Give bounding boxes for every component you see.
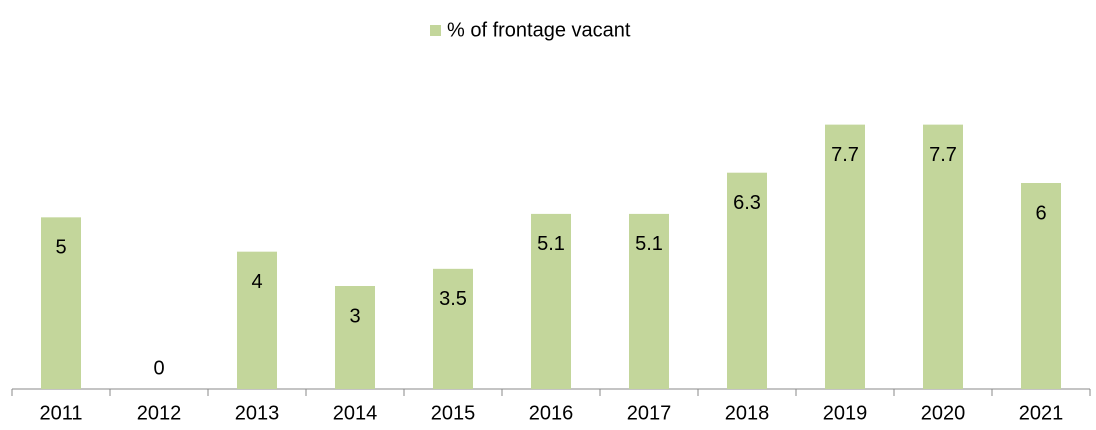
bar xyxy=(433,268,473,389)
data-label: 3 xyxy=(349,305,360,327)
x-tick-label: 2016 xyxy=(529,402,574,424)
data-label: 5.1 xyxy=(537,233,565,255)
x-tick-label: 2015 xyxy=(431,402,476,424)
data-label: 7.7 xyxy=(929,144,957,166)
x-tick-label: 2020 xyxy=(921,402,966,424)
data-label: 0 xyxy=(153,357,164,379)
bar xyxy=(1021,183,1061,389)
data-label: 5 xyxy=(55,237,66,259)
x-tick-label: 2014 xyxy=(333,402,378,424)
x-tick-label: 2013 xyxy=(235,402,280,424)
legend-label: % of frontage vacant xyxy=(447,19,631,41)
bar xyxy=(335,286,375,389)
data-label: 6.3 xyxy=(733,192,761,214)
x-tick-label: 2021 xyxy=(1019,402,1064,424)
bar xyxy=(531,213,571,389)
bar xyxy=(41,217,81,389)
x-tick-label: 2011 xyxy=(39,402,82,424)
data-label: 5.1 xyxy=(635,233,663,255)
bar xyxy=(727,172,767,389)
bar xyxy=(237,251,277,389)
data-label: 6 xyxy=(1035,202,1046,224)
bar xyxy=(629,213,669,389)
legend-swatch xyxy=(430,25,441,36)
x-tick-label: 2019 xyxy=(823,402,868,424)
data-label: 4 xyxy=(251,271,262,293)
x-tick-label: 2017 xyxy=(627,402,672,424)
x-tick-label: 2012 xyxy=(137,402,182,424)
bar xyxy=(923,124,963,389)
bar xyxy=(825,124,865,389)
data-label: 3.5 xyxy=(439,288,467,310)
x-tick-label: 2018 xyxy=(725,402,770,424)
data-label: 7.7 xyxy=(831,144,859,166)
